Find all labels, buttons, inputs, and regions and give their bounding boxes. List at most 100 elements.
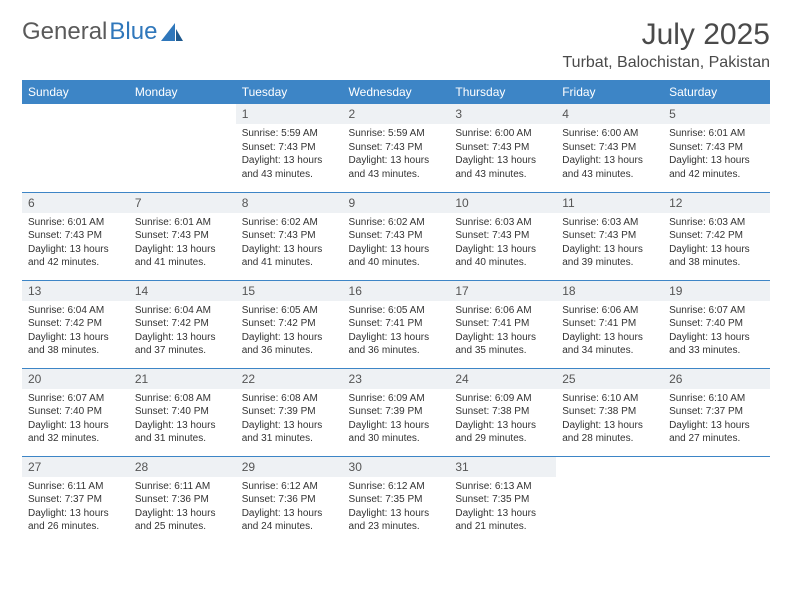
sunrise-line: Sunrise: 6:11 AM [28,480,123,494]
sunset-line: Sunset: 7:43 PM [562,229,657,243]
sunrise-line: Sunrise: 6:00 AM [455,127,550,141]
day-body: Sunrise: 6:03 AMSunset: 7:43 PMDaylight:… [556,213,663,276]
logo-sail-icon [161,23,183,41]
calendar-row: 20Sunrise: 6:07 AMSunset: 7:40 PMDayligh… [22,368,770,456]
calendar-cell: 27Sunrise: 6:11 AMSunset: 7:37 PMDayligh… [22,456,129,544]
day-body: Sunrise: 6:10 AMSunset: 7:38 PMDaylight:… [556,389,663,452]
sunset-line: Sunset: 7:42 PM [242,317,337,331]
day-body: Sunrise: 5:59 AMSunset: 7:43 PMDaylight:… [343,124,450,187]
calendar-cell: 7Sunrise: 6:01 AMSunset: 7:43 PMDaylight… [129,192,236,280]
calendar-cell: 19Sunrise: 6:07 AMSunset: 7:40 PMDayligh… [663,280,770,368]
day-number: 26 [663,369,770,389]
calendar-cell: 31Sunrise: 6:13 AMSunset: 7:35 PMDayligh… [449,456,556,544]
calendar-cell: 16Sunrise: 6:05 AMSunset: 7:41 PMDayligh… [343,280,450,368]
calendar-cell: 6Sunrise: 6:01 AMSunset: 7:43 PMDaylight… [22,192,129,280]
day-body: Sunrise: 6:10 AMSunset: 7:37 PMDaylight:… [663,389,770,452]
sunrise-line: Sunrise: 5:59 AM [242,127,337,141]
day-body: Sunrise: 6:01 AMSunset: 7:43 PMDaylight:… [129,213,236,276]
calendar-cell [22,104,129,192]
weekday-header: Tuesday [236,80,343,104]
day-number: 6 [22,193,129,213]
day-number: 22 [236,369,343,389]
daylight-line: Daylight: 13 hours and 43 minutes. [349,154,444,181]
day-number: 2 [343,104,450,124]
day-body: Sunrise: 6:03 AMSunset: 7:42 PMDaylight:… [663,213,770,276]
daylight-line: Daylight: 13 hours and 40 minutes. [349,243,444,270]
daylight-line: Daylight: 13 hours and 38 minutes. [28,331,123,358]
daylight-line: Daylight: 13 hours and 33 minutes. [669,331,764,358]
sunrise-line: Sunrise: 6:08 AM [135,392,230,406]
day-body: Sunrise: 6:01 AMSunset: 7:43 PMDaylight:… [22,213,129,276]
day-body: Sunrise: 6:06 AMSunset: 7:41 PMDaylight:… [449,301,556,364]
sunrise-line: Sunrise: 6:02 AM [349,216,444,230]
calendar-cell: 15Sunrise: 6:05 AMSunset: 7:42 PMDayligh… [236,280,343,368]
day-number: 23 [343,369,450,389]
day-body: Sunrise: 6:07 AMSunset: 7:40 PMDaylight:… [663,301,770,364]
weekday-header: Monday [129,80,236,104]
calendar-cell: 11Sunrise: 6:03 AMSunset: 7:43 PMDayligh… [556,192,663,280]
sunset-line: Sunset: 7:41 PM [455,317,550,331]
logo: GeneralBlue [22,18,183,46]
sunset-line: Sunset: 7:40 PM [135,405,230,419]
day-number: 28 [129,457,236,477]
sunrise-line: Sunrise: 6:13 AM [455,480,550,494]
calendar-cell: 8Sunrise: 6:02 AMSunset: 7:43 PMDaylight… [236,192,343,280]
day-number: 21 [129,369,236,389]
daylight-line: Daylight: 13 hours and 30 minutes. [349,419,444,446]
daylight-line: Daylight: 13 hours and 41 minutes. [242,243,337,270]
daylight-line: Daylight: 13 hours and 36 minutes. [242,331,337,358]
title-block: July 2025 Turbat, Balochistan, Pakistan [562,18,770,72]
day-body: Sunrise: 6:09 AMSunset: 7:39 PMDaylight:… [343,389,450,452]
daylight-line: Daylight: 13 hours and 28 minutes. [562,419,657,446]
day-body: Sunrise: 6:07 AMSunset: 7:40 PMDaylight:… [22,389,129,452]
sunset-line: Sunset: 7:40 PM [669,317,764,331]
calendar-cell [556,456,663,544]
day-number: 15 [236,281,343,301]
month-title: July 2025 [562,18,770,52]
sunrise-line: Sunrise: 6:03 AM [669,216,764,230]
sunset-line: Sunset: 7:36 PM [135,493,230,507]
sunset-line: Sunset: 7:43 PM [349,229,444,243]
day-body: Sunrise: 6:11 AMSunset: 7:36 PMDaylight:… [129,477,236,540]
sunset-line: Sunset: 7:37 PM [28,493,123,507]
day-body: Sunrise: 6:13 AMSunset: 7:35 PMDaylight:… [449,477,556,540]
sunset-line: Sunset: 7:43 PM [242,229,337,243]
calendar-cell: 5Sunrise: 6:01 AMSunset: 7:43 PMDaylight… [663,104,770,192]
calendar-row: 6Sunrise: 6:01 AMSunset: 7:43 PMDaylight… [22,192,770,280]
weekday-header: Wednesday [343,80,450,104]
day-number: 7 [129,193,236,213]
sunrise-line: Sunrise: 6:01 AM [669,127,764,141]
calendar-cell: 18Sunrise: 6:06 AMSunset: 7:41 PMDayligh… [556,280,663,368]
weekday-header: Thursday [449,80,556,104]
daylight-line: Daylight: 13 hours and 40 minutes. [455,243,550,270]
sunset-line: Sunset: 7:38 PM [455,405,550,419]
day-body: Sunrise: 6:05 AMSunset: 7:41 PMDaylight:… [343,301,450,364]
sunset-line: Sunset: 7:38 PM [562,405,657,419]
daylight-line: Daylight: 13 hours and 26 minutes. [28,507,123,534]
calendar-cell: 20Sunrise: 6:07 AMSunset: 7:40 PMDayligh… [22,368,129,456]
header: GeneralBlue July 2025 Turbat, Balochista… [22,18,770,72]
day-number: 5 [663,104,770,124]
sunrise-line: Sunrise: 6:12 AM [349,480,444,494]
calendar-cell: 25Sunrise: 6:10 AMSunset: 7:38 PMDayligh… [556,368,663,456]
daylight-line: Daylight: 13 hours and 24 minutes. [242,507,337,534]
daylight-line: Daylight: 13 hours and 43 minutes. [242,154,337,181]
day-number: 9 [343,193,450,213]
sunrise-line: Sunrise: 6:10 AM [562,392,657,406]
sunrise-line: Sunrise: 6:07 AM [28,392,123,406]
sunrise-line: Sunrise: 6:06 AM [455,304,550,318]
sunset-line: Sunset: 7:42 PM [669,229,764,243]
day-body: Sunrise: 6:00 AMSunset: 7:43 PMDaylight:… [556,124,663,187]
day-number: 1 [236,104,343,124]
daylight-line: Daylight: 13 hours and 38 minutes. [669,243,764,270]
sunrise-line: Sunrise: 6:04 AM [28,304,123,318]
daylight-line: Daylight: 13 hours and 41 minutes. [135,243,230,270]
day-body: Sunrise: 6:02 AMSunset: 7:43 PMDaylight:… [343,213,450,276]
day-number: 30 [343,457,450,477]
sunset-line: Sunset: 7:43 PM [28,229,123,243]
sunrise-line: Sunrise: 6:03 AM [562,216,657,230]
day-number: 12 [663,193,770,213]
daylight-line: Daylight: 13 hours and 31 minutes. [242,419,337,446]
sunset-line: Sunset: 7:41 PM [349,317,444,331]
calendar-cell: 23Sunrise: 6:09 AMSunset: 7:39 PMDayligh… [343,368,450,456]
